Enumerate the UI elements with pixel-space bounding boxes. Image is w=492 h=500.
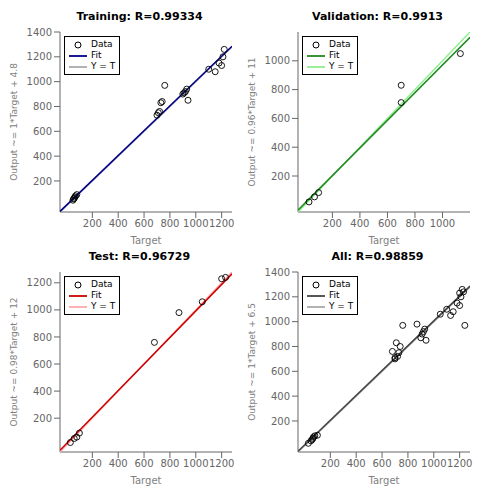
html-text:Y = T: Y = T (329, 61, 354, 71)
svg-text:800: 800 (160, 218, 179, 229)
svg-text:200: 200 (321, 458, 340, 469)
html-text:Data: Data (329, 39, 351, 49)
svg-text:1400: 1400 (265, 267, 290, 278)
svg-text:1000: 1000 (265, 316, 290, 327)
html-text:Data: Data (91, 39, 113, 49)
svg-text:Target: Target (368, 235, 400, 246)
html-text:Y = T: Y = T (91, 61, 116, 71)
html-text:Y = T: Y = T (329, 301, 354, 311)
svg-text:1200: 1200 (209, 218, 234, 229)
svg-text:Target: Target (368, 475, 400, 486)
svg-text:Output ~= 0.96*Target + 11: Output ~= 0.96*Target + 11 (247, 57, 257, 186)
svg-text:400: 400 (350, 218, 369, 229)
html-text:Test: R=0.96729: Test: R=0.96729 (88, 250, 191, 263)
svg-text:400: 400 (271, 391, 290, 402)
html-text:Fit: Fit (91, 290, 102, 300)
svg-text:800: 800 (398, 458, 417, 469)
svg-text:200: 200 (33, 413, 52, 424)
svg-text:400: 400 (347, 458, 366, 469)
svg-text:800: 800 (33, 101, 52, 112)
svg-text:600: 600 (271, 113, 290, 124)
svg-text:1200: 1200 (27, 277, 52, 288)
html-text:Fit: Fit (329, 50, 340, 60)
html-text:Validation: R=0.9913: Validation: R=0.9913 (312, 10, 443, 23)
svg-text:800: 800 (405, 218, 424, 229)
svg-text:400: 400 (33, 386, 52, 397)
svg-text:Output ~= 1*Target + 6.5: Output ~= 1*Target + 6.5 (247, 303, 257, 421)
svg-text:400: 400 (33, 151, 52, 162)
svg-text:600: 600 (135, 458, 154, 469)
svg-text:1000: 1000 (183, 458, 208, 469)
html-text:Fit: Fit (329, 290, 340, 300)
svg-text:200: 200 (323, 218, 342, 229)
svg-text:600: 600 (378, 218, 397, 229)
svg-text:800: 800 (271, 341, 290, 352)
svg-text:200: 200 (83, 458, 102, 469)
svg-text:400: 400 (109, 218, 128, 229)
svg-text:1200: 1200 (447, 458, 472, 469)
html-text:Data: Data (329, 279, 351, 289)
svg-text:1200: 1200 (265, 291, 290, 302)
svg-text:400: 400 (109, 458, 128, 469)
svg-text:600: 600 (271, 366, 290, 377)
html-text:All: R=0.98859: All: R=0.98859 (331, 250, 424, 263)
html-text:Y = T: Y = T (91, 301, 116, 311)
svg-text:1000: 1000 (265, 55, 290, 66)
svg-text:800: 800 (33, 332, 52, 343)
svg-text:800: 800 (160, 458, 179, 469)
svg-text:1200: 1200 (27, 51, 52, 62)
svg-text:400: 400 (271, 142, 290, 153)
svg-text:800: 800 (271, 84, 290, 95)
html-text:Training: R=0.99334: Training: R=0.99334 (76, 10, 203, 23)
svg-text:200: 200 (271, 171, 290, 182)
svg-text:1000: 1000 (183, 218, 208, 229)
svg-text:Output ~= 0.98*Target + 12: Output ~= 0.98*Target + 12 (9, 297, 19, 426)
svg-text:600: 600 (33, 126, 52, 137)
svg-text:1000: 1000 (430, 218, 455, 229)
html-text:Fit: Fit (91, 50, 102, 60)
svg-text:1000: 1000 (27, 304, 52, 315)
svg-text:1000: 1000 (27, 76, 52, 87)
svg-text:200: 200 (83, 218, 102, 229)
svg-text:1400: 1400 (27, 27, 52, 38)
svg-text:1000: 1000 (421, 458, 446, 469)
svg-text:200: 200 (271, 416, 290, 427)
svg-text:Output ~= 1*Target + 4.8: Output ~= 1*Target + 4.8 (9, 63, 19, 181)
svg-text:Target: Target (130, 475, 162, 486)
svg-text:600: 600 (33, 359, 52, 370)
svg-text:Target: Target (130, 235, 162, 246)
svg-text:1200: 1200 (209, 458, 234, 469)
svg-text:600: 600 (135, 218, 154, 229)
svg-text:600: 600 (373, 458, 392, 469)
html-text:Data: Data (91, 279, 113, 289)
svg-text:200: 200 (33, 176, 52, 187)
